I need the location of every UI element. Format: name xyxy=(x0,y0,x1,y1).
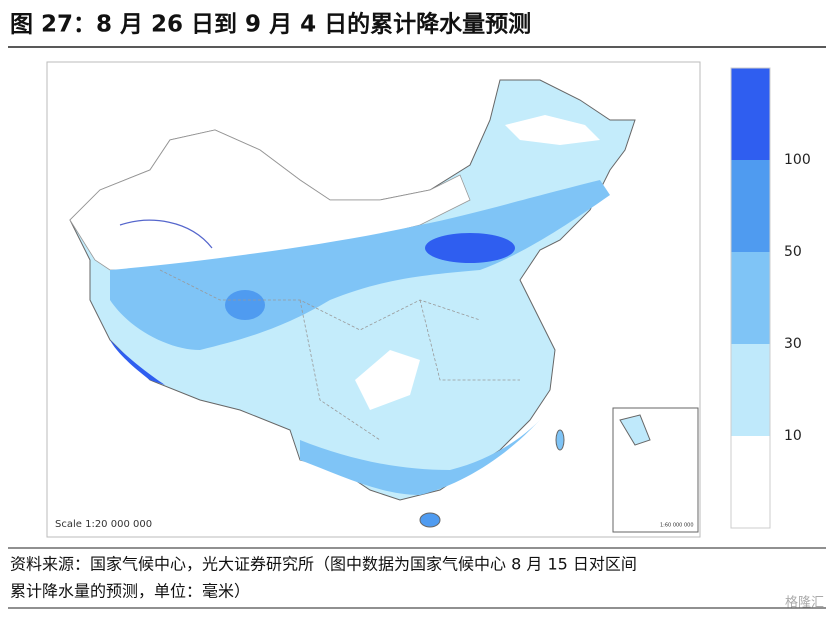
river xyxy=(119,219,213,249)
scale-label: Scale 1:20 000 000 xyxy=(55,519,152,530)
legend-label: 50 xyxy=(784,244,802,260)
watermark: 格隆汇 xyxy=(785,595,824,611)
legend-label: 10 xyxy=(784,428,802,444)
province-borders xyxy=(159,269,520,441)
source-line: 累计降水量的预测，单位：毫米） xyxy=(10,582,250,601)
legend-swatch xyxy=(731,68,770,160)
title: 图 27：8 月 26 日到 9 月 4 日的累计降水量预测 xyxy=(10,11,531,38)
legend-swatch xyxy=(731,344,770,436)
legend-label: 100 xyxy=(784,152,811,168)
legend-swatch xyxy=(731,436,770,528)
source-line: 资料来源：国家气候中心，光大证券研究所（图中数据为国家气候中心 8 月 15 日… xyxy=(10,555,637,574)
inset-shape xyxy=(619,414,651,446)
dry-center xyxy=(355,350,420,410)
heavy-rain-west xyxy=(225,290,265,320)
wet-south xyxy=(300,420,540,495)
legend-swatch xyxy=(731,252,770,344)
dry-northeast xyxy=(505,115,600,145)
island-taiwan xyxy=(555,429,565,451)
legend-label: 30 xyxy=(784,336,802,352)
heavy-rain-core xyxy=(425,233,515,263)
map: Scale 1:20 000 000 1:60 000 000 xyxy=(46,61,701,538)
inset-scale-label: 1:60 000 000 xyxy=(660,523,694,529)
legend: 100 50 30 10 xyxy=(730,67,811,529)
legend-frame xyxy=(730,67,771,529)
island-hainan xyxy=(419,512,441,528)
legend-swatch xyxy=(731,160,770,252)
